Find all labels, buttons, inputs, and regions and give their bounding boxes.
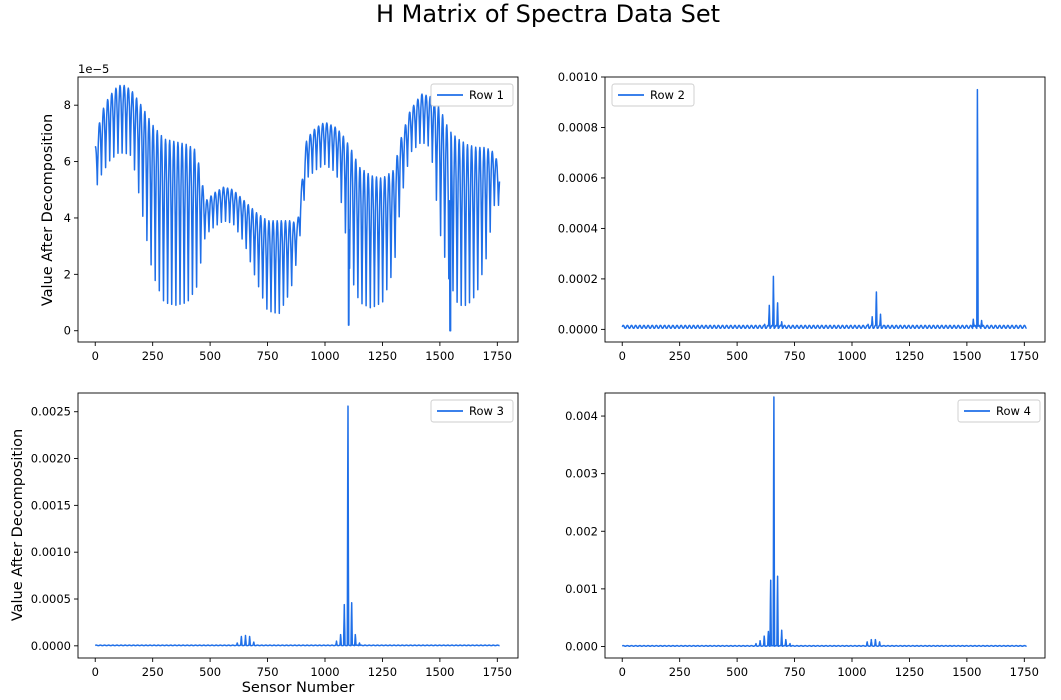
x-tick-label: 1500	[425, 349, 454, 363]
legend-box	[430, 399, 514, 423]
x-tick-label: 500	[726, 349, 748, 363]
subplot-1: 0 250 500 750 1000 1250 1500 1750 0 2 4 6 8 1e−5 Value…	[40, 62, 519, 363]
y-axis-label: Value After Decomposition	[40, 114, 56, 306]
x-tick-label: 500	[199, 349, 221, 363]
legend-label: Row 3	[469, 404, 504, 418]
y-tick-label: 0.0006	[558, 171, 598, 185]
x-tick-label: 500	[726, 665, 748, 679]
y-tick-label: 0.004	[565, 409, 598, 423]
x-tick-label: 1000	[310, 349, 339, 363]
y-tick-label: 0.0000	[558, 322, 598, 336]
y-tick-label: 2	[64, 267, 71, 281]
x-tick-label: 250	[142, 665, 164, 679]
y-tick-label: 0.0020	[31, 452, 71, 466]
x-tick-label: 1250	[895, 349, 924, 363]
series-line-row-1	[94, 84, 501, 332]
legend-box	[611, 83, 695, 107]
axes-frame	[77, 392, 519, 659]
x-tick-label: 1500	[952, 349, 981, 363]
x-tick-label: 250	[142, 349, 164, 363]
y-tick-label: 6	[64, 155, 71, 169]
series-line-row-2	[621, 88, 1028, 330]
series-line-row-3	[94, 405, 501, 647]
subplot-2: 0 250 500 750 1000 1250 1500 1750 0.0000 0.0002 0.…	[558, 70, 1046, 363]
x-tick-label: 1750	[483, 349, 512, 363]
y-axis-label: Value After Decomposition	[10, 429, 26, 621]
y-tick-label: 0.0004	[558, 221, 598, 235]
x-tick-label: 1750	[1010, 349, 1039, 363]
x-tick-label: 1750	[1010, 665, 1039, 679]
x-tick-label: 0	[619, 665, 626, 679]
x-tick-label: 1500	[425, 665, 454, 679]
y-offset-label: 1e−5	[78, 62, 109, 76]
subplot-3: 0 250 500 750 1000 1250 1500 1750 0.0000 0.0005 0.…	[10, 392, 519, 696]
x-tick-label: 750	[784, 665, 806, 679]
y-tick-label: 0.0015	[31, 498, 71, 512]
y-tick-label: 0.0025	[31, 405, 71, 419]
y-tick-label: 0.000	[565, 639, 598, 653]
y-tick-label: 0.003	[565, 467, 598, 481]
legend: Row 2	[611, 83, 695, 107]
x-tick-label: 1500	[952, 665, 981, 679]
y-tick-label: 0.001	[565, 582, 598, 596]
x-tick-label: 750	[784, 349, 806, 363]
x-tick-label: 1250	[895, 665, 924, 679]
x-tick-label: 1750	[483, 665, 512, 679]
y-tick-label: 0.0010	[31, 545, 71, 559]
legend: Row 3	[430, 399, 514, 423]
figure-title: H Matrix of Spectra Data Set	[376, 0, 720, 28]
x-tick-label: 250	[669, 349, 691, 363]
x-tick-label: 1250	[368, 665, 397, 679]
x-tick-label: 0	[92, 349, 99, 363]
legend: Row 4	[957, 399, 1041, 423]
y-tick-label: 0.0010	[558, 70, 598, 84]
x-tick-label: 250	[669, 665, 691, 679]
y-tick-label: 0.002	[565, 524, 598, 538]
legend-label: Row 4	[996, 404, 1031, 418]
series-line-row-4	[621, 396, 1028, 647]
y-tick-label: 4	[64, 211, 71, 225]
y-tick-label: 0.0000	[31, 639, 71, 653]
x-axis-label: Sensor Number	[242, 680, 355, 696]
subplot-4: 0 250 500 750 1000 1250 1500 1750 0.000 0.001 0.00…	[565, 392, 1046, 679]
axes-frame	[604, 76, 1046, 343]
axes-frame	[77, 76, 519, 343]
legend-box	[957, 399, 1041, 423]
x-tick-label: 750	[257, 349, 279, 363]
x-tick-label: 0	[92, 665, 99, 679]
y-tick-label: 0.0005	[31, 592, 71, 606]
legend: Row 1	[430, 83, 514, 107]
x-tick-label: 1250	[368, 349, 397, 363]
x-tick-label: 0	[619, 349, 626, 363]
x-tick-label: 500	[199, 665, 221, 679]
x-tick-label: 750	[257, 665, 279, 679]
x-tick-label: 1000	[837, 665, 866, 679]
legend-label: Row 2	[650, 88, 685, 102]
x-tick-label: 1000	[310, 665, 339, 679]
y-tick-label: 0	[64, 324, 71, 338]
y-tick-label: 0.0002	[558, 272, 598, 286]
legend-box	[430, 83, 514, 107]
legend-label: Row 1	[469, 88, 504, 102]
y-tick-label: 0.0008	[558, 120, 598, 134]
x-tick-label: 1000	[837, 349, 866, 363]
axes-frame	[604, 392, 1046, 659]
y-tick-label: 8	[64, 98, 71, 112]
